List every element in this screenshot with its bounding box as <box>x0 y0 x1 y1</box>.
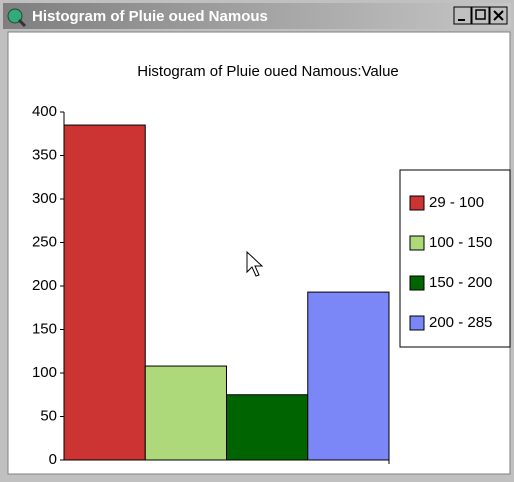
app-icon <box>7 8 27 28</box>
y-tick-label: 100 <box>32 364 57 381</box>
legend-label: 100 - 150 <box>429 234 492 251</box>
minimize-button[interactable] <box>453 6 472 25</box>
close-button[interactable] <box>489 6 508 25</box>
window-title: Histogram of Pluie oued Namous <box>32 8 268 25</box>
y-tick-label: 150 <box>32 320 57 337</box>
legend-swatch <box>409 275 425 291</box>
y-tick-label: 200 <box>32 277 57 294</box>
y-tick-label: 350 <box>32 146 57 163</box>
legend-label: 29 - 100 <box>429 194 484 211</box>
y-tick-label: 50 <box>40 407 57 424</box>
legend-label: 150 - 200 <box>429 274 492 291</box>
legend-label: 200 - 285 <box>429 314 492 331</box>
chart-title: Histogram of Pluie oued Namous:Value <box>137 63 399 80</box>
maximize-button[interactable] <box>471 6 490 25</box>
legend-swatch <box>409 195 425 211</box>
bar <box>63 124 146 461</box>
y-tick-label: 250 <box>32 233 57 250</box>
y-tick-label: 300 <box>32 190 57 207</box>
bar <box>144 365 227 461</box>
legend-swatch <box>409 315 425 331</box>
bar <box>307 291 390 461</box>
y-tick-label: 0 <box>49 451 57 468</box>
title-bar <box>3 3 511 29</box>
y-tick-label: 400 <box>32 103 57 120</box>
legend-swatch <box>409 235 425 251</box>
mouse-cursor <box>246 250 264 277</box>
bar <box>226 394 309 461</box>
